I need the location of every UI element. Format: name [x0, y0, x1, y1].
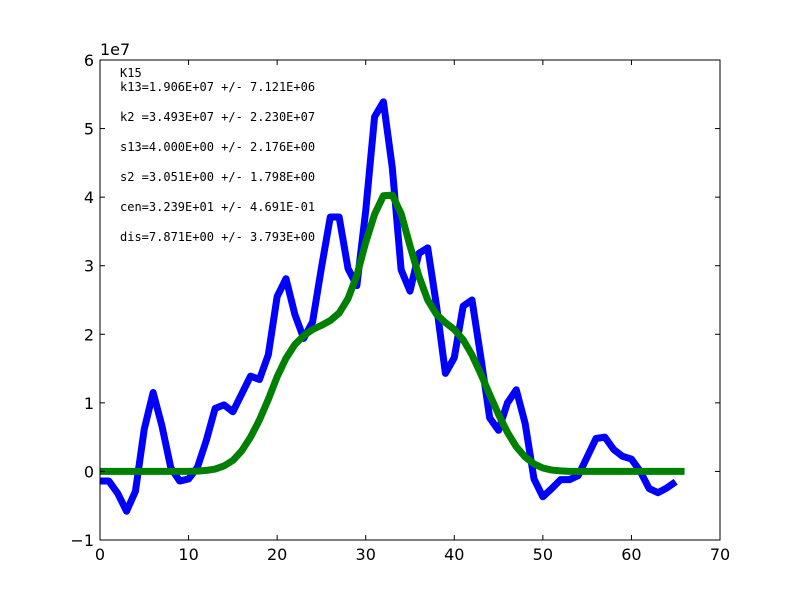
y-axis-multiplier: 1e7	[100, 40, 130, 59]
tick-layer	[99, 59, 721, 541]
axes-frame	[99, 59, 721, 541]
x-tick-label: 20	[267, 545, 287, 564]
y-tick-label: 5	[84, 120, 94, 139]
y-tick-label: 3	[84, 257, 94, 276]
x-tick-label: 30	[356, 545, 376, 564]
y-tick-label: 6	[84, 51, 94, 70]
annotation-title: K15	[120, 66, 142, 80]
annotation-line: cen=3.239E+01 +/- 4.691E-01	[120, 200, 315, 214]
y-tick-label: 2	[84, 325, 94, 344]
series-1-line	[100, 191, 685, 475]
annotation-line: dis=7.871E+00 +/- 3.793E+00	[120, 230, 315, 244]
y-tick-label: 1	[84, 394, 94, 413]
x-tick-label: 70	[710, 545, 730, 564]
x-tick-label: 60	[621, 545, 641, 564]
annotation-line: k13=1.906E+07 +/- 7.121E+06	[120, 80, 315, 94]
annotation-line: k2 =3.493E+07 +/- 2.230E+07	[120, 110, 315, 124]
x-tick-label: 40	[444, 545, 464, 564]
y-tick-label: 4	[84, 188, 94, 207]
annotation-line: s2 =3.051E+00 +/- 1.798E+00	[120, 170, 315, 184]
x-tick-label: 0	[95, 545, 105, 564]
x-tick-label: 10	[178, 545, 198, 564]
x-tick-label: 50	[533, 545, 553, 564]
series-layer	[100, 98, 685, 515]
y-tick-label: 0	[84, 462, 94, 481]
y-tick-label: −1	[70, 531, 94, 550]
annotation-line: s13=4.000E+00 +/- 2.176E+00	[120, 140, 315, 154]
